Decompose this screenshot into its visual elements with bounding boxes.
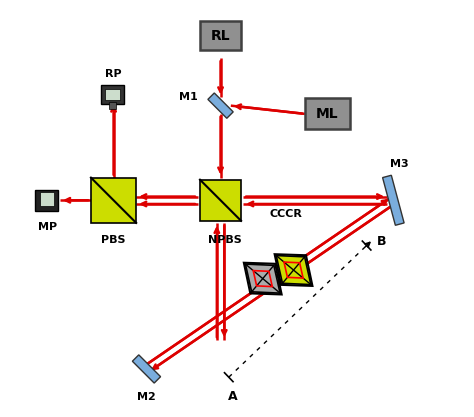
- Text: M2: M2: [137, 392, 156, 402]
- Polygon shape: [383, 175, 404, 225]
- Bar: [109, 102, 116, 108]
- Polygon shape: [276, 256, 311, 285]
- Polygon shape: [132, 355, 161, 383]
- Bar: [39, 192, 54, 206]
- Polygon shape: [208, 93, 233, 118]
- Text: MP: MP: [38, 222, 57, 232]
- Text: NPBS: NPBS: [208, 235, 242, 245]
- Text: CCCR: CCCR: [270, 209, 303, 219]
- Text: M1: M1: [179, 93, 198, 103]
- Text: A: A: [228, 389, 237, 402]
- Bar: [36, 190, 58, 211]
- Bar: [200, 21, 241, 50]
- Text: B: B: [377, 235, 386, 248]
- Polygon shape: [91, 178, 136, 223]
- Text: RL: RL: [211, 29, 230, 43]
- Text: ML: ML: [316, 107, 339, 121]
- Bar: [305, 98, 350, 129]
- Text: RP: RP: [105, 69, 122, 79]
- Polygon shape: [200, 180, 241, 221]
- Bar: [101, 85, 124, 103]
- Bar: [105, 89, 120, 100]
- Text: M3: M3: [390, 159, 409, 169]
- Text: PBS: PBS: [101, 235, 126, 245]
- Polygon shape: [246, 264, 280, 293]
